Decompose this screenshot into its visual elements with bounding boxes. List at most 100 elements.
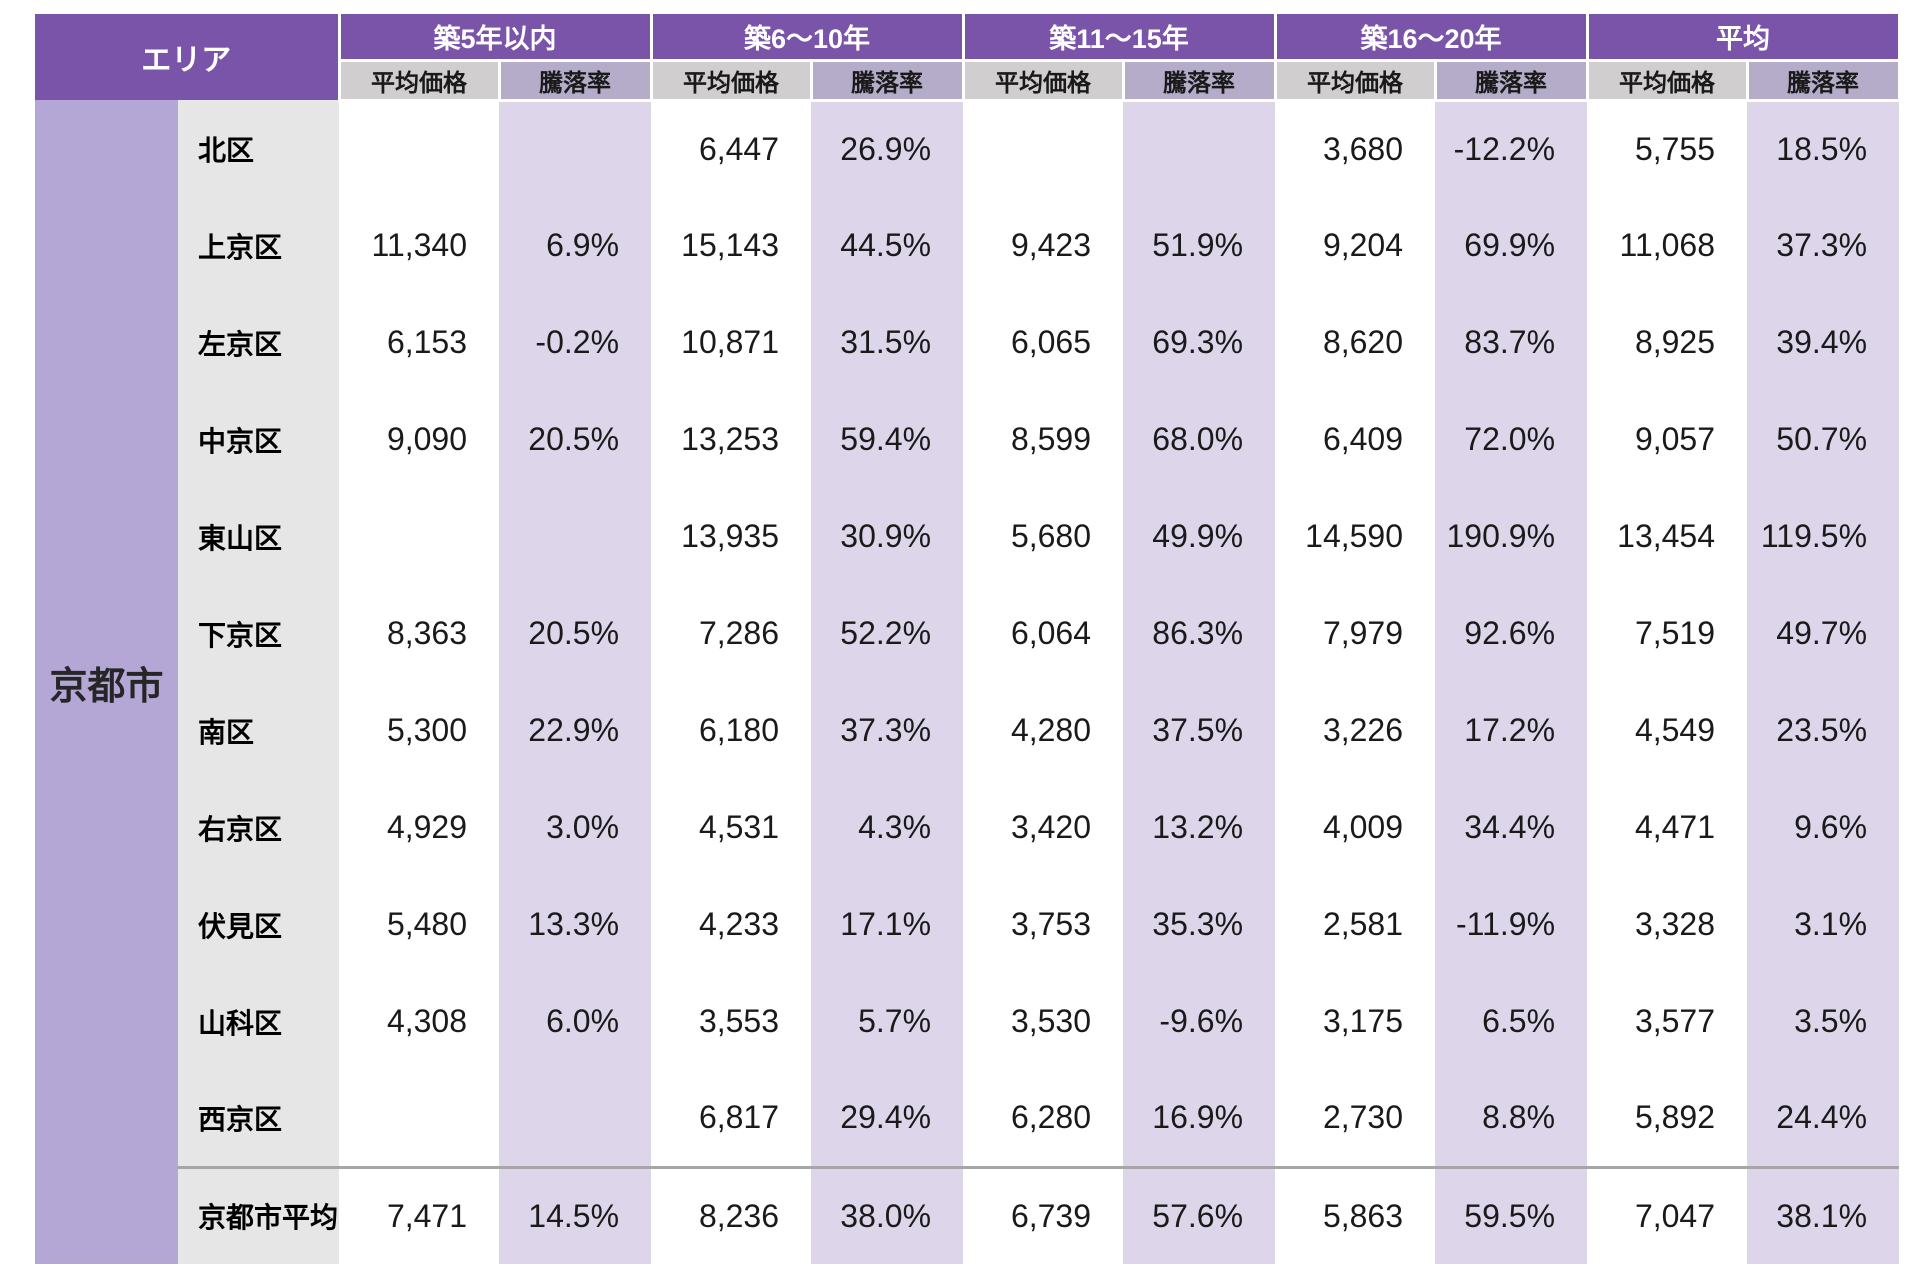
group-header-age-16-20: 築16〜20年 xyxy=(1275,14,1589,62)
price-cell: 6,065 xyxy=(963,294,1124,391)
rate-cell: 38.0% xyxy=(811,1165,964,1264)
rate-cell: 59.5% xyxy=(1435,1165,1588,1264)
rate-cell: 26.9% xyxy=(811,100,964,197)
group-header-age-6-10: 築6〜10年 xyxy=(651,14,965,62)
table-row: 東山区 13,935 30.9% 5,680 49.9% 14,590 190.9% 13,4… xyxy=(35,488,1900,585)
header-row-groups: エリア 築5年以内 築6〜10年 築11〜15年 築16〜20年 平均 xyxy=(35,14,1901,100)
sub-header-price: 平均価格 xyxy=(339,60,501,102)
rate-cell: 9.6% xyxy=(1747,779,1900,876)
price-cell: 13,454 xyxy=(1587,488,1748,585)
sub-header-price: 平均価格 xyxy=(651,60,813,102)
rate-cell: 24.4% xyxy=(1747,1070,1900,1167)
header-row-metrics: 平均価格 騰落率 平均価格 騰落率 平均価格 騰落率 平均価格 騰落率 平均価格… xyxy=(35,60,1901,102)
table-row: 西京区 6,817 29.4% 6,280 16.9% 2,730 8.8% 5,892 24.… xyxy=(35,1070,1900,1167)
table-row: 左京区 6,153 -0.2% 10,871 31.5% 6,065 69.3% 8,620 8… xyxy=(35,294,1900,391)
rate-cell: 20.5% xyxy=(499,391,652,488)
sub-header-price: 平均価格 xyxy=(1587,60,1749,102)
rate-cell: -11.9% xyxy=(1435,876,1588,973)
price-cell: 6,153 xyxy=(339,294,500,391)
rate-cell: 18.5% xyxy=(1747,100,1900,197)
price-cell: 4,308 xyxy=(339,973,500,1070)
price-cell: 8,925 xyxy=(1587,294,1748,391)
rate-cell: 34.4% xyxy=(1435,779,1588,876)
price-cell: 9,423 xyxy=(963,197,1124,294)
price-cell xyxy=(339,488,500,585)
price-cell: 6,447 xyxy=(651,100,812,197)
price-cell: 13,253 xyxy=(651,391,812,488)
rate-cell xyxy=(499,100,652,197)
price-cell: 6,280 xyxy=(963,1070,1124,1167)
rate-cell: 68.0% xyxy=(1123,391,1276,488)
price-cell: 5,892 xyxy=(1587,1070,1748,1167)
rate-cell: 38.1% xyxy=(1747,1165,1900,1264)
price-cell: 10,871 xyxy=(651,294,812,391)
district-label: 右京区 xyxy=(178,779,340,876)
rate-cell: 3.0% xyxy=(499,779,652,876)
rate-cell: 57.6% xyxy=(1123,1165,1276,1264)
district-label: 伏見区 xyxy=(178,876,340,973)
price-table: エリア 築5年以内 築6〜10年 築11〜15年 築16〜20年 平均 平均価格… xyxy=(35,14,1901,1264)
rate-cell: 59.4% xyxy=(811,391,964,488)
district-label: 西京区 xyxy=(178,1070,340,1167)
rate-cell: 16.9% xyxy=(1123,1070,1276,1167)
rate-cell: 17.2% xyxy=(1435,682,1588,779)
rate-cell: 119.5% xyxy=(1747,488,1900,585)
table-row: 南区 5,300 22.9% 6,180 37.3% 4,280 37.5% 3,226 17.… xyxy=(35,682,1900,779)
district-label: 上京区 xyxy=(178,197,340,294)
rate-cell: 22.9% xyxy=(499,682,652,779)
table-row: 中京区 9,090 20.5% 13,253 59.4% 8,599 68.0% 6,409 7… xyxy=(35,391,1900,488)
rate-cell: 13.3% xyxy=(499,876,652,973)
price-cell: 8,620 xyxy=(1275,294,1436,391)
sub-header-rate: 騰落率 xyxy=(1123,60,1277,102)
rate-cell: 31.5% xyxy=(811,294,964,391)
rate-cell: 20.5% xyxy=(499,585,652,682)
price-cell: 6,739 xyxy=(963,1165,1124,1264)
price-cell: 6,409 xyxy=(1275,391,1436,488)
price-cell: 4,549 xyxy=(1587,682,1748,779)
table-row: 山科区 4,308 6.0% 3,553 5.7% 3,530 -9.6% 3,175 6.5%… xyxy=(35,973,1900,1070)
sub-header-rate: 騰落率 xyxy=(499,60,653,102)
price-cell: 3,680 xyxy=(1275,100,1436,197)
price-cell: 3,328 xyxy=(1587,876,1748,973)
group-header-average: 平均 xyxy=(1587,14,1901,62)
sub-header-rate: 騰落率 xyxy=(1747,60,1901,102)
summary-row: 京都市平均 7,471 14.5% 8,236 38.0% 6,739 57.6% 5,863… xyxy=(35,1165,1900,1264)
rate-cell: 30.9% xyxy=(811,488,964,585)
rate-cell: 44.5% xyxy=(811,197,964,294)
price-cell: 4,531 xyxy=(651,779,812,876)
sub-header-rate: 騰落率 xyxy=(811,60,965,102)
price-cell: 11,340 xyxy=(339,197,500,294)
price-cell: 8,236 xyxy=(651,1165,812,1264)
price-cell: 4,233 xyxy=(651,876,812,973)
price-cell: 4,280 xyxy=(963,682,1124,779)
price-cell: 6,064 xyxy=(963,585,1124,682)
price-cell: 5,863 xyxy=(1275,1165,1436,1264)
rate-cell: 83.7% xyxy=(1435,294,1588,391)
rate-cell: 4.3% xyxy=(811,779,964,876)
price-cell: 3,420 xyxy=(963,779,1124,876)
table-row: 右京区 4,929 3.0% 4,531 4.3% 3,420 13.2% 4,009 34.4… xyxy=(35,779,1900,876)
rate-cell: 39.4% xyxy=(1747,294,1900,391)
table-body: 京都市 北区 6,447 26.9% 3,680 -12.2% 5,755 18.5% 上京区 1… xyxy=(35,100,1900,1264)
area-header: エリア xyxy=(35,14,341,100)
price-cell: 15,143 xyxy=(651,197,812,294)
district-label: 下京区 xyxy=(178,585,340,682)
rate-cell: 23.5% xyxy=(1747,682,1900,779)
price-cell xyxy=(963,100,1124,197)
sub-header-rate: 騰落率 xyxy=(1435,60,1589,102)
rate-cell: 35.3% xyxy=(1123,876,1276,973)
rate-cell: -0.2% xyxy=(499,294,652,391)
price-cell: 9,057 xyxy=(1587,391,1748,488)
price-cell: 3,175 xyxy=(1275,973,1436,1070)
rate-cell: 6.0% xyxy=(499,973,652,1070)
table-row: 上京区 11,340 6.9% 15,143 44.5% 9,423 51.9% 9,204 6… xyxy=(35,197,1900,294)
price-cell: 4,471 xyxy=(1587,779,1748,876)
district-label: 東山区 xyxy=(178,488,340,585)
rate-cell: -12.2% xyxy=(1435,100,1588,197)
district-label: 左京区 xyxy=(178,294,340,391)
price-cell: 3,753 xyxy=(963,876,1124,973)
price-cell: 3,226 xyxy=(1275,682,1436,779)
rate-cell: 6.9% xyxy=(499,197,652,294)
price-cell: 6,180 xyxy=(651,682,812,779)
